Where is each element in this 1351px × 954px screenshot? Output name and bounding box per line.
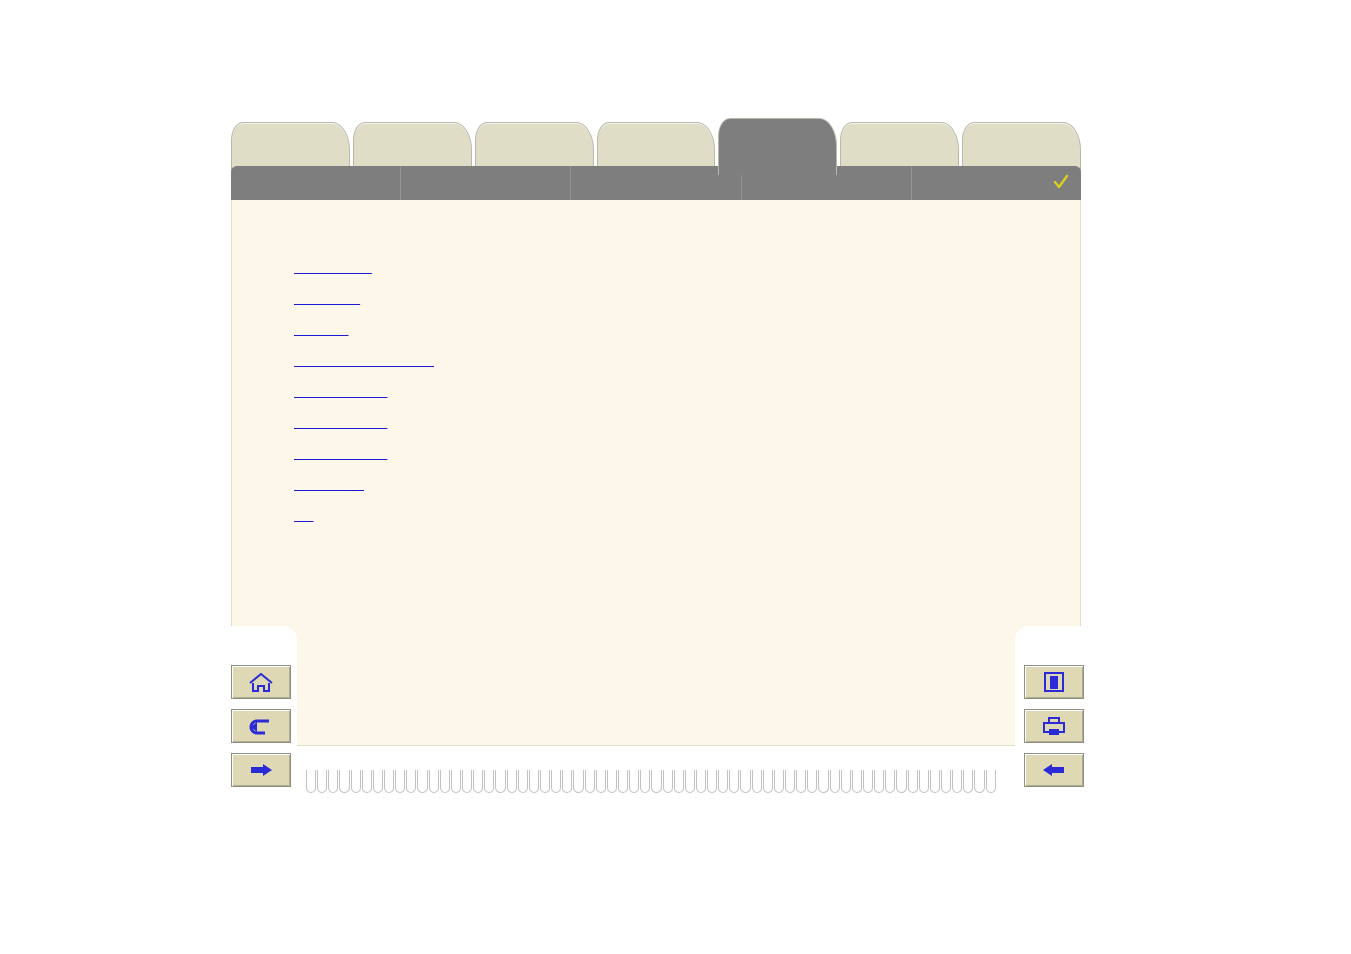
finger-right-icon [247,759,275,781]
header-strip [231,166,1081,200]
next-button[interactable] [231,753,291,787]
door-icon [1040,671,1068,693]
nav-buttons-right [1024,665,1082,787]
link-item-8 [294,508,1080,523]
tab-4[interactable] [718,118,837,175]
link-item-5 [294,415,1080,430]
link-item-1 [294,291,1080,306]
link-6[interactable] [294,445,387,461]
undo-button[interactable] [231,709,291,743]
folder-tabs [231,118,1081,170]
prev-button[interactable] [1024,753,1084,787]
strip-cell-1[interactable] [401,166,571,200]
link-item-0 [294,260,1080,275]
content-panel [231,200,1081,746]
link-item-7 [294,477,1080,492]
link-item-4 [294,384,1080,399]
house-icon [247,671,275,693]
nav-buttons-left [231,665,289,787]
link-3[interactable] [294,352,434,368]
link-8[interactable] [294,507,313,523]
spiral-binding [306,768,996,798]
printer-icon [1040,715,1068,737]
link-5[interactable] [294,414,387,430]
exit-button[interactable] [1024,665,1084,699]
undo-icon [247,715,275,737]
link-item-2 [294,322,1080,337]
link-2[interactable] [294,321,348,337]
link-item-3 [294,353,1080,368]
strip-cell-0[interactable] [231,166,401,200]
link-list [294,260,1080,523]
strip-cell-2[interactable] [571,166,741,200]
home-button[interactable] [231,665,291,699]
print-button[interactable] [1024,709,1084,743]
link-7[interactable] [294,476,364,492]
link-item-6 [294,446,1080,461]
check-icon [1053,174,1069,190]
link-4[interactable] [294,383,387,399]
link-0[interactable] [294,259,372,275]
finger-left-icon [1040,759,1068,781]
link-1[interactable] [294,290,360,306]
